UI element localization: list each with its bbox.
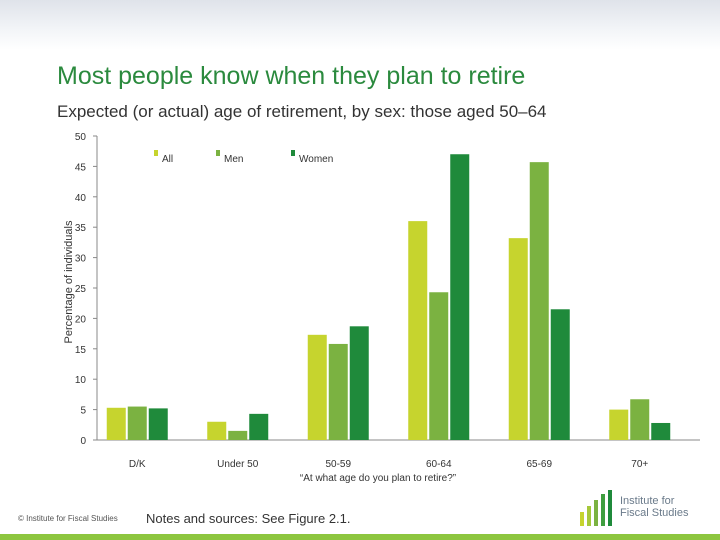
footer-notes: Notes and sources: See Figure 2.1. [146, 511, 351, 526]
x-tick-label: 70+ [631, 459, 648, 470]
legend-swatch-women [291, 150, 295, 156]
legend: All Men Women [154, 150, 333, 165]
ifs-logo: Institute for Fiscal Studies [578, 488, 698, 528]
y-tick-label: 10 [75, 375, 87, 386]
y-tick-label: 20 [75, 314, 87, 325]
legend-swatch-all [154, 150, 158, 156]
y-tick-label: 40 [75, 193, 87, 204]
bar-women-3 [450, 154, 470, 441]
bar-women-2 [349, 326, 369, 440]
x-tick-label: 50-59 [325, 459, 351, 470]
legend-label-men: Men [224, 154, 243, 165]
bar-all-0 [106, 407, 126, 440]
bar-all-3 [408, 221, 428, 440]
y-tick-label: 45 [75, 162, 87, 173]
bar-all-1 [207, 421, 227, 440]
y-tick-label: 25 [75, 284, 87, 295]
slide-subtitle: Expected (or actual) age of retirement, … [57, 102, 547, 121]
bar-all-2 [307, 334, 327, 440]
y-tick-label: 5 [80, 406, 86, 417]
x-tick-label: D/K [129, 459, 146, 470]
y-tick-label: 50 [75, 132, 87, 143]
bar-men-3 [429, 292, 449, 440]
bars [106, 154, 671, 441]
y-tick-label: 15 [75, 345, 87, 356]
bar-women-5 [651, 422, 671, 440]
bar-men-4 [529, 162, 549, 441]
bar-all-4 [508, 238, 528, 440]
y-tick-label: 0 [80, 436, 86, 447]
bar-all-5 [609, 409, 629, 440]
bar-women-1 [249, 413, 269, 440]
x-tick-label: 60-64 [426, 459, 452, 470]
ifs-logo-bars-icon [580, 490, 612, 526]
x-axis-ticks: D/K Under 50 50-59 60-64 65-69 70+ [129, 459, 648, 470]
bar-men-1 [228, 430, 248, 440]
x-axis-label: “At what age do you plan to retire?” [300, 473, 456, 484]
legend-label-all: All [162, 154, 173, 165]
footer-copyright: © Institute for Fiscal Studies [18, 514, 118, 523]
header-band [0, 0, 720, 50]
y-tick-label: 35 [75, 223, 87, 234]
bar-men-2 [328, 343, 348, 440]
bar-men-5 [630, 399, 650, 440]
bar-men-0 [127, 406, 147, 440]
y-tick-label: 30 [75, 254, 87, 265]
bar-women-4 [550, 309, 570, 440]
footer-band [0, 534, 720, 540]
x-tick-label: 65-69 [526, 459, 552, 470]
legend-label-women: Women [299, 154, 333, 165]
slide-title: Most people know when they plan to retir… [57, 62, 526, 90]
x-tick-label: Under 50 [217, 459, 259, 470]
ifs-logo-text: Institute for Fiscal Studies [620, 495, 689, 519]
y-axis-ticks: 0 5 10 15 20 25 30 35 40 45 50 [75, 132, 97, 447]
legend-swatch-men [216, 150, 220, 156]
y-axis-label: Percentage of individuals [63, 220, 75, 343]
bar-women-0 [148, 408, 168, 440]
